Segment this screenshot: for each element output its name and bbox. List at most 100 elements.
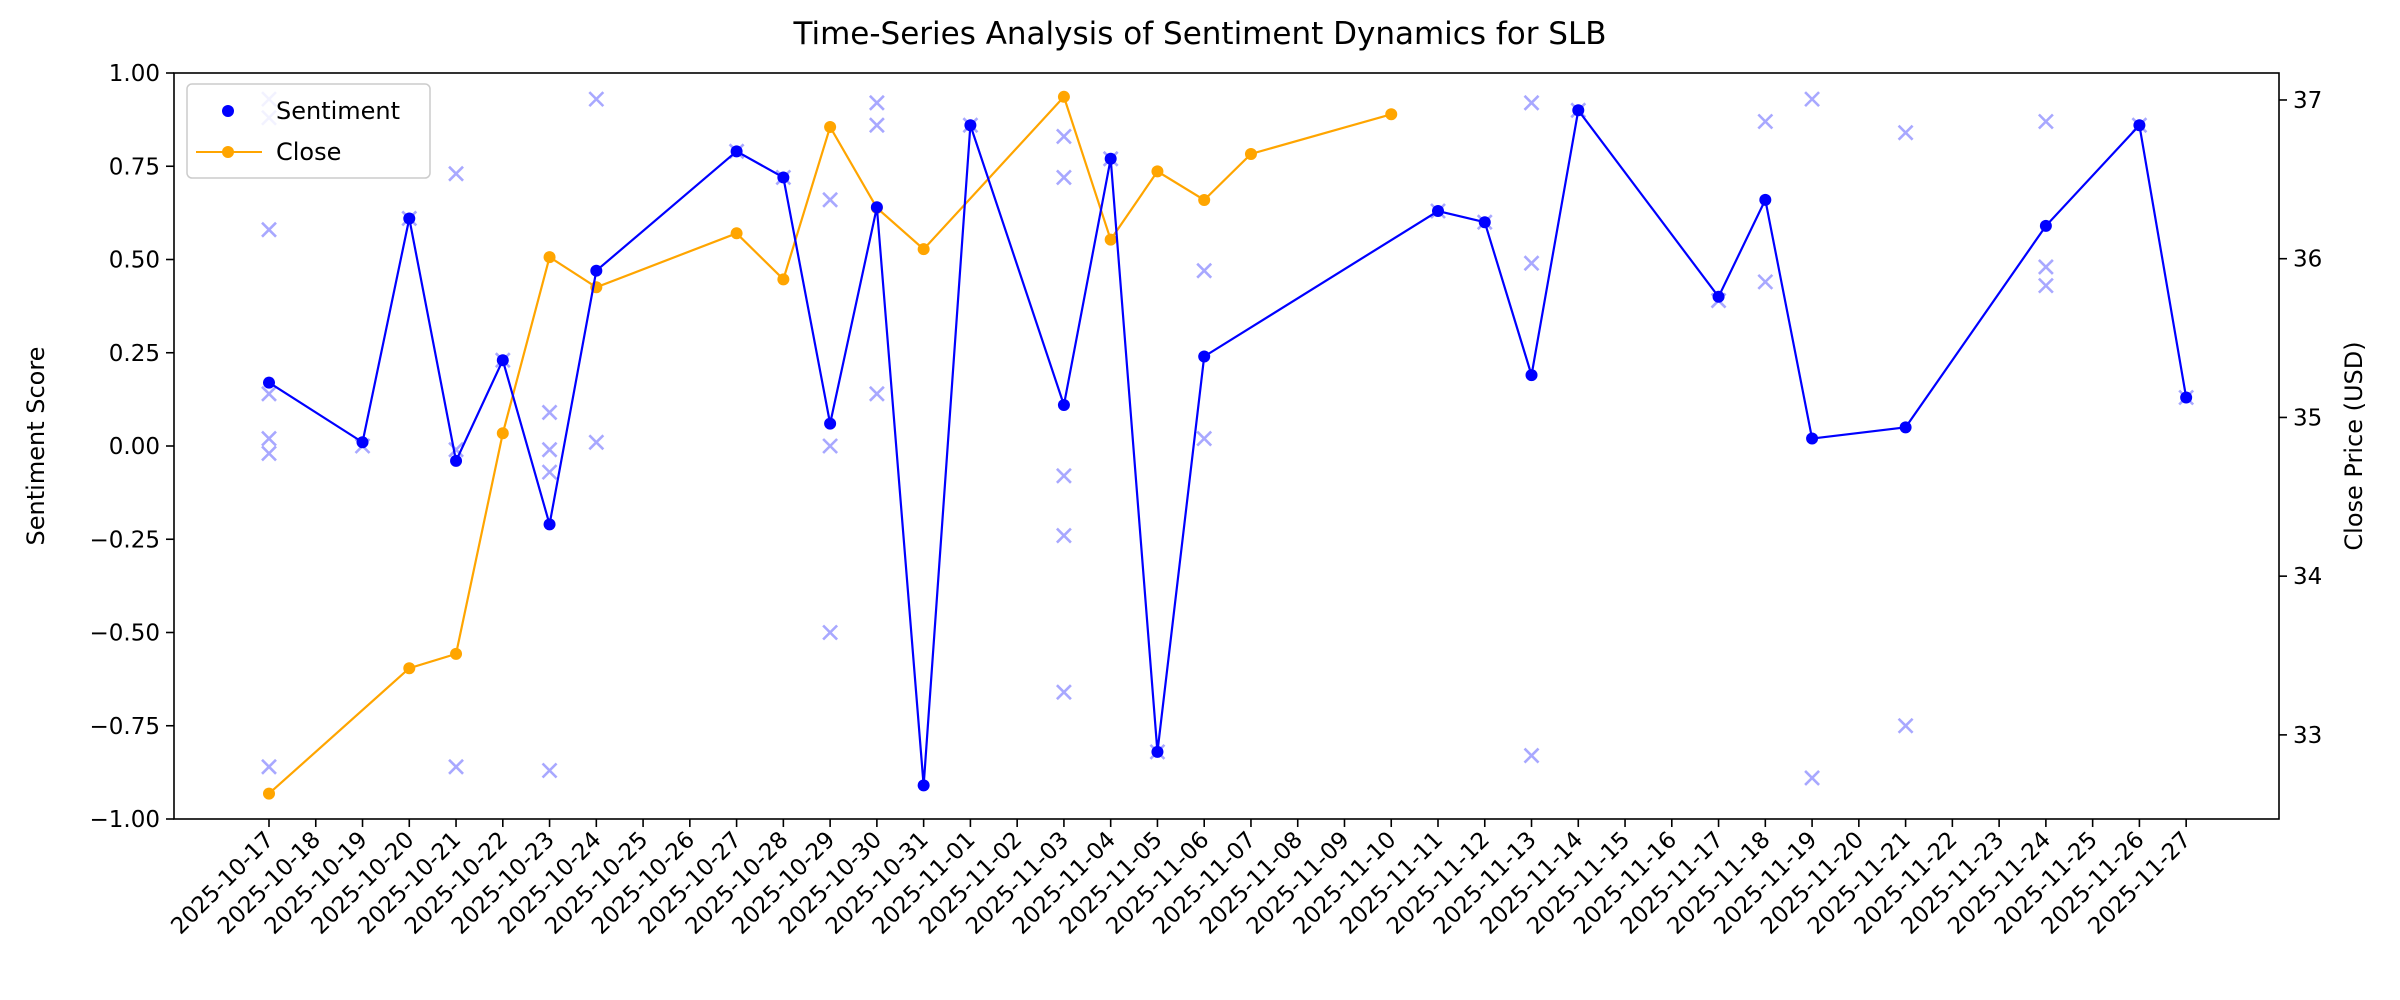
y-tick-label: −0.50 <box>90 621 160 647</box>
sentiment-point <box>1104 152 1117 165</box>
sentiment-scatter-point <box>1056 684 1072 701</box>
y-tick-label: 1.00 <box>109 61 160 87</box>
sentiment-scatter-point <box>1056 128 1072 145</box>
sentiment-point <box>450 454 463 467</box>
sentiment-point <box>730 145 743 158</box>
y2-tick-label: 33 <box>2293 723 2322 749</box>
close-point <box>824 120 837 133</box>
sentiment-scatter-point <box>822 438 839 454</box>
sentiment-scatter-point <box>448 441 464 458</box>
sentiment-point <box>263 376 275 389</box>
close-point <box>917 243 930 256</box>
sentiment-point <box>590 264 603 277</box>
sentiment-scatter-point <box>1056 527 1072 544</box>
sentiment-point <box>917 779 930 792</box>
close-point <box>450 647 463 660</box>
sentiment-point <box>1712 290 1725 303</box>
sentiment-point <box>403 212 416 225</box>
sentiment-scatter-point <box>868 385 885 402</box>
sentiment-scatter-point <box>1757 113 1774 130</box>
sentiment-point <box>496 354 509 367</box>
close-point <box>777 273 790 286</box>
sentiment-scatter-point <box>261 430 277 447</box>
sentiment-scatter-point <box>261 385 277 402</box>
legend-close-label: Close <box>276 138 341 166</box>
sentiment-point <box>1057 398 1070 411</box>
sentiment-scatter-point <box>541 762 558 779</box>
sentiment-scatter-point <box>541 404 558 421</box>
y-tick-label: −1.00 <box>90 807 160 833</box>
sentiment-scatter-point <box>1523 255 1540 272</box>
sentiment-point <box>964 119 977 132</box>
sentiment-scatter-point <box>1757 273 1774 290</box>
sentiment-point <box>356 436 369 449</box>
y2-tick-label: 37 <box>2293 88 2322 114</box>
sentiment-scatter-point <box>261 445 277 462</box>
legend-sentiment-marker <box>222 105 234 117</box>
y2-tick-label: 34 <box>2293 564 2322 590</box>
sentiment-point <box>1759 193 1772 206</box>
sentiment-scatter-point <box>1804 91 1820 108</box>
sentiment-point <box>2180 391 2193 404</box>
legend-frame <box>186 83 431 179</box>
sentiment-scatter-point <box>2037 113 2054 130</box>
sentiment-scatter-point <box>822 624 839 641</box>
y-tick-label: 0.00 <box>109 434 160 460</box>
sentiment-point <box>2039 219 2052 232</box>
sentiment-line <box>268 107 2188 786</box>
sentiment-scatter-point <box>588 434 605 451</box>
sentiment-scatter-point <box>1804 770 1820 786</box>
close-point <box>1151 165 1164 178</box>
close-point <box>543 251 556 264</box>
y2-axis-label: Close Price (USD) <box>2340 341 2368 550</box>
sentiment-scatter-point <box>448 165 464 182</box>
sentiment-scatter-point <box>1523 747 1540 764</box>
sentiment-point <box>1806 432 1819 445</box>
sentiment-point <box>1151 745 1164 758</box>
sentiment-scatter-point <box>1897 124 1914 141</box>
sentiment-point <box>2133 119 2146 132</box>
y-tick-label: −0.25 <box>90 527 160 553</box>
sentiment-scatter-point <box>448 758 464 775</box>
legend: Sentiment Close <box>186 83 431 179</box>
chart-title: Time-Series Analysis of Sentiment Dynami… <box>792 16 1606 52</box>
y-tick-label: 0.75 <box>109 154 160 180</box>
sentiment-point <box>777 171 790 184</box>
sentiment-scatter-point <box>1897 717 1914 734</box>
y-tick-label: 0.50 <box>109 248 160 274</box>
sentiment-point <box>1525 369 1538 382</box>
sentiment-point <box>1478 216 1491 229</box>
y2-tick-label: 35 <box>2293 405 2322 431</box>
close-point <box>496 427 509 440</box>
sentiment-scatter-point <box>1196 262 1213 279</box>
close-point <box>730 227 743 240</box>
sentiment-point <box>1572 104 1585 117</box>
close-point <box>403 662 416 675</box>
sentiment-scatter-point <box>588 91 605 108</box>
sentiment-scatter-point <box>2037 259 2054 275</box>
y-tick-label: 0.25 <box>109 341 160 367</box>
close-point <box>263 787 275 800</box>
sentiment-scatter-point <box>541 464 558 481</box>
close-point <box>1057 90 1070 103</box>
sentiment-scatter-point <box>541 441 558 458</box>
y-axis-label: Sentiment Score <box>22 347 50 546</box>
sentiment-point <box>543 518 556 531</box>
sentiment-scatter-point <box>261 758 277 775</box>
y-tick-label: −0.75 <box>90 714 160 740</box>
legend-close-marker <box>222 146 234 158</box>
close-point <box>1198 193 1211 206</box>
sentiment-scatter-point <box>1523 94 1540 111</box>
sentiment-scatter-point <box>822 191 839 208</box>
close-point <box>1104 233 1117 246</box>
sentiment-point <box>1198 350 1211 363</box>
sentiment-scatter-point <box>261 221 277 238</box>
sentiment-scatter-point <box>1056 169 1072 186</box>
sentiment-scatter-point <box>868 117 885 134</box>
sentiment-point <box>1899 421 1912 434</box>
plot-frame <box>173 72 2280 820</box>
close-point <box>1244 147 1257 160</box>
sentiment-point <box>870 201 883 214</box>
sentiment-scatter-point <box>1056 467 1072 484</box>
